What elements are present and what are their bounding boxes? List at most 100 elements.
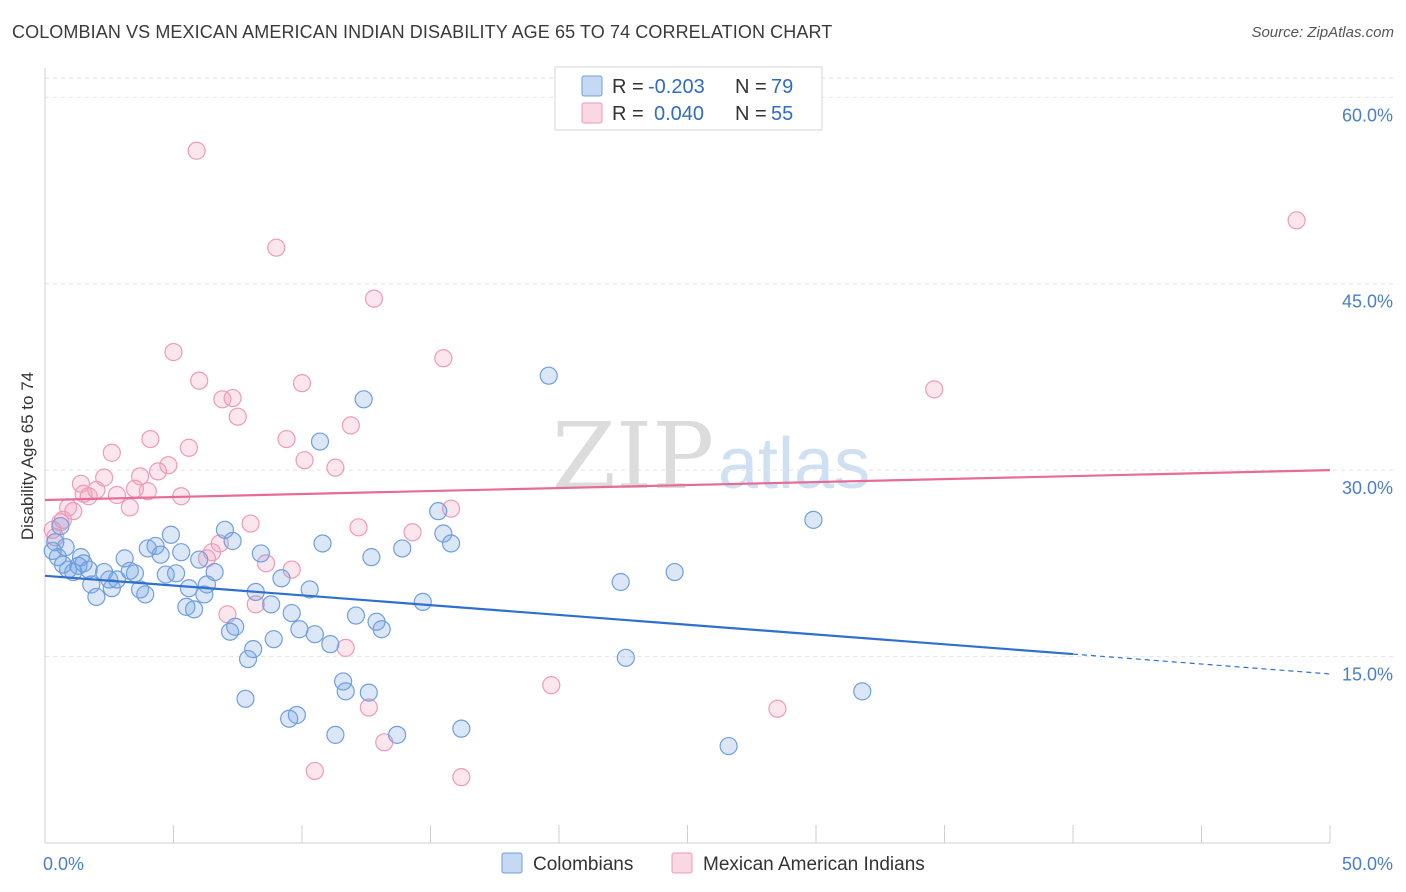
mexican-point-41 [326,458,345,477]
bottom-legend-swatch-mexican [671,852,693,874]
colombian-point-68 [393,539,412,558]
gridlines [45,77,1394,658]
x-tick-label-0: 0.0% [43,854,84,874]
colombian-point-21 [130,580,150,599]
mexican-point-36 [277,429,296,449]
mexican-point-51 [452,768,471,787]
colombian-point-60 [336,682,355,701]
colombians-trend-line [44,574,1074,656]
legend-r-value-colombians: -0.203 [648,76,705,98]
stats-legend: R = -0.203 N = 79 R = 0.040 N = 55 [554,66,823,131]
colombian-point-5 [56,538,75,557]
colombian-point-46 [262,595,281,614]
colombian-point-76 [616,648,635,667]
colombian-point-78 [719,736,738,756]
mexican-point-54 [925,380,944,399]
mexican-point-46 [364,289,384,308]
colombian-point-43 [244,640,263,659]
colombian-point-38 [220,622,240,641]
mexican-point-15 [130,467,150,486]
legend-n-label-colombians: N = [735,76,767,98]
mexican-point-22 [179,438,199,457]
colombian-point-3 [51,516,70,536]
colombian-point-79 [804,510,823,529]
colombian-point-28 [166,564,186,583]
colombian-point-72 [441,534,461,553]
colombian-point-61 [346,606,366,625]
colombian-point-71 [434,524,453,543]
bottom-legend-swatch-colombians [501,852,523,874]
mexican-point-17 [141,429,160,449]
legend-swatch-colombians [581,75,603,97]
mexican-point-19 [159,456,178,475]
mexican-point-35 [267,238,286,257]
colombian-point-55 [310,432,330,451]
colombian-point-67 [387,725,407,744]
watermark-zip: ZIP [552,403,714,510]
mexican-point-32 [241,514,260,533]
mexican-point-38 [292,374,312,393]
colombian-point-57 [321,635,340,654]
colombian-point-13 [87,587,106,607]
colombian-point-25 [151,545,170,564]
legend-n-value-colombians: 79 [771,76,793,98]
mexican-trend-line [44,469,1331,502]
mexican-point-52 [542,676,561,695]
mexican-point-34 [256,554,276,573]
colombian-point-11 [79,560,98,579]
colombian-point-52 [290,620,309,639]
colombian-point-74 [539,366,558,385]
mexican-point-49 [434,349,453,368]
colombian-point-39 [223,531,242,551]
colombian-point-73 [452,719,471,738]
mexican-point-12 [107,485,127,505]
y-tick-label-60: 60.0% [1342,105,1393,125]
colombian-point-27 [161,525,181,544]
stats-legend-box [554,66,823,131]
colombian-point-24 [146,536,165,556]
colombian-point-17 [107,570,127,589]
colombian-point-63 [359,683,378,702]
mexican-point-31 [228,407,247,426]
bottom-legend-label-mexican: Mexican American Indians [703,854,925,875]
colombian-point-58 [326,725,345,744]
colombian-points [43,366,872,756]
tick-labels: 15.0% 30.0% 45.0% 60.0% 0.0% 50.0% [43,105,1393,874]
mexican-point-53 [768,699,787,718]
mexican-point-40 [305,761,324,781]
mexican-point-42 [336,638,355,657]
legend-r-value-mexican: 0.040 [654,103,704,125]
x-tick-label-50: 50.0% [1342,854,1393,874]
mexican-point-11 [102,443,121,462]
colombian-point-80 [853,682,872,701]
mexican-point-48 [403,523,422,542]
colombian-point-56 [313,534,332,553]
legend-n-value-mexican: 55 [771,103,793,125]
colombian-point-69 [413,592,432,611]
mexican-point-13 [120,498,139,517]
legend-r-label-mexican: R = [612,103,644,125]
chart-title: COLOMBIAN VS MEXICAN AMERICAN INDIAN DIS… [12,22,833,42]
colombian-point-29 [172,543,191,562]
watermark-atlas: atlas [718,424,870,504]
legend-swatch-mexican [581,102,603,124]
mexican-point-16 [138,482,157,501]
colombian-point-77 [665,562,684,582]
colombian-point-47 [264,630,283,649]
bottom-legend-label-colombians: Colombians [533,854,633,875]
colombian-point-4 [53,555,73,574]
mexican-point-44 [349,518,368,537]
colombian-point-32 [184,600,204,619]
series-legend: Colombians Mexican American Indians [501,852,925,875]
colombians-trend-extension [1072,653,1331,675]
colombian-point-70 [429,502,448,521]
colombian-point-36 [205,562,224,582]
mexican-point-55 [1287,211,1306,230]
source-label: Source: ZipAtlas.com [1251,24,1394,41]
mexican-point-18 [148,462,168,481]
y-tick-label-45: 45.0% [1342,292,1393,312]
colombian-point-51 [287,705,306,725]
mexican-point-20 [164,342,183,362]
colombian-point-66 [372,620,391,639]
